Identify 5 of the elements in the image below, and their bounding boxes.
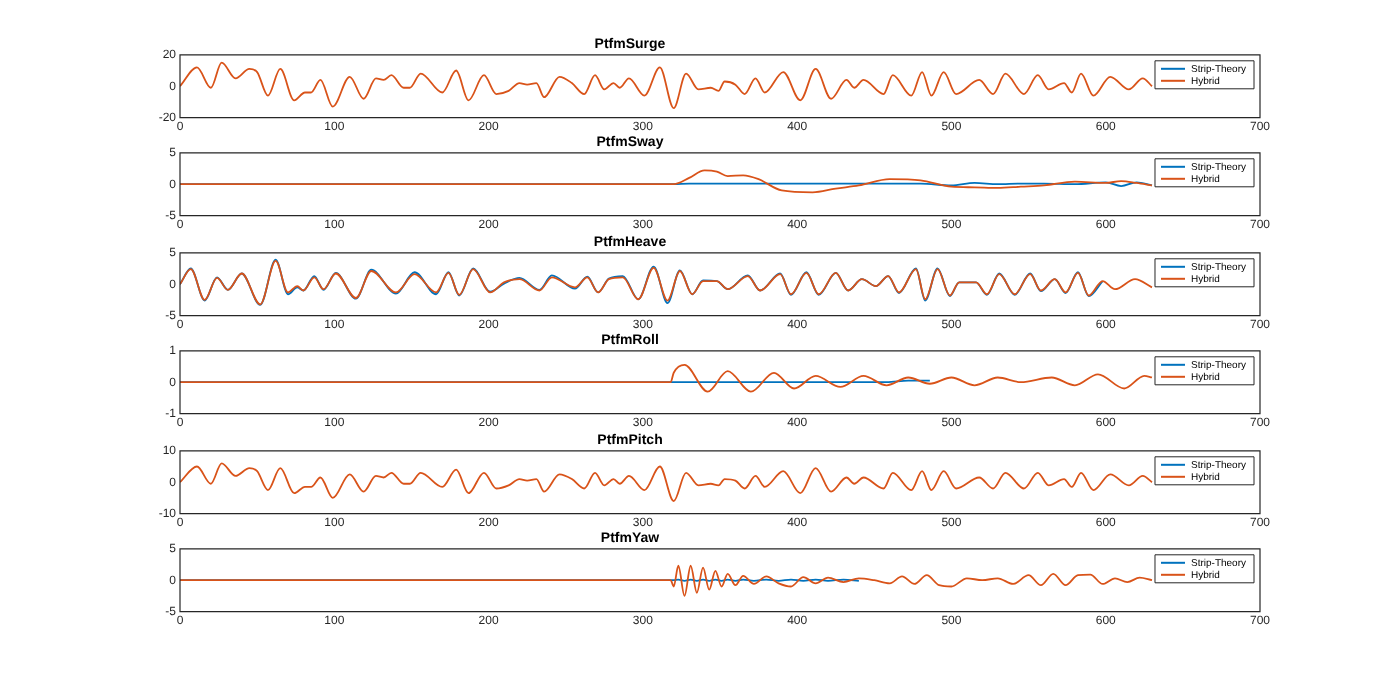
line-series xyxy=(180,461,1153,502)
line-series xyxy=(180,61,1153,110)
line-series xyxy=(180,170,1153,195)
line-series xyxy=(180,364,1153,393)
line-series xyxy=(180,564,1153,597)
